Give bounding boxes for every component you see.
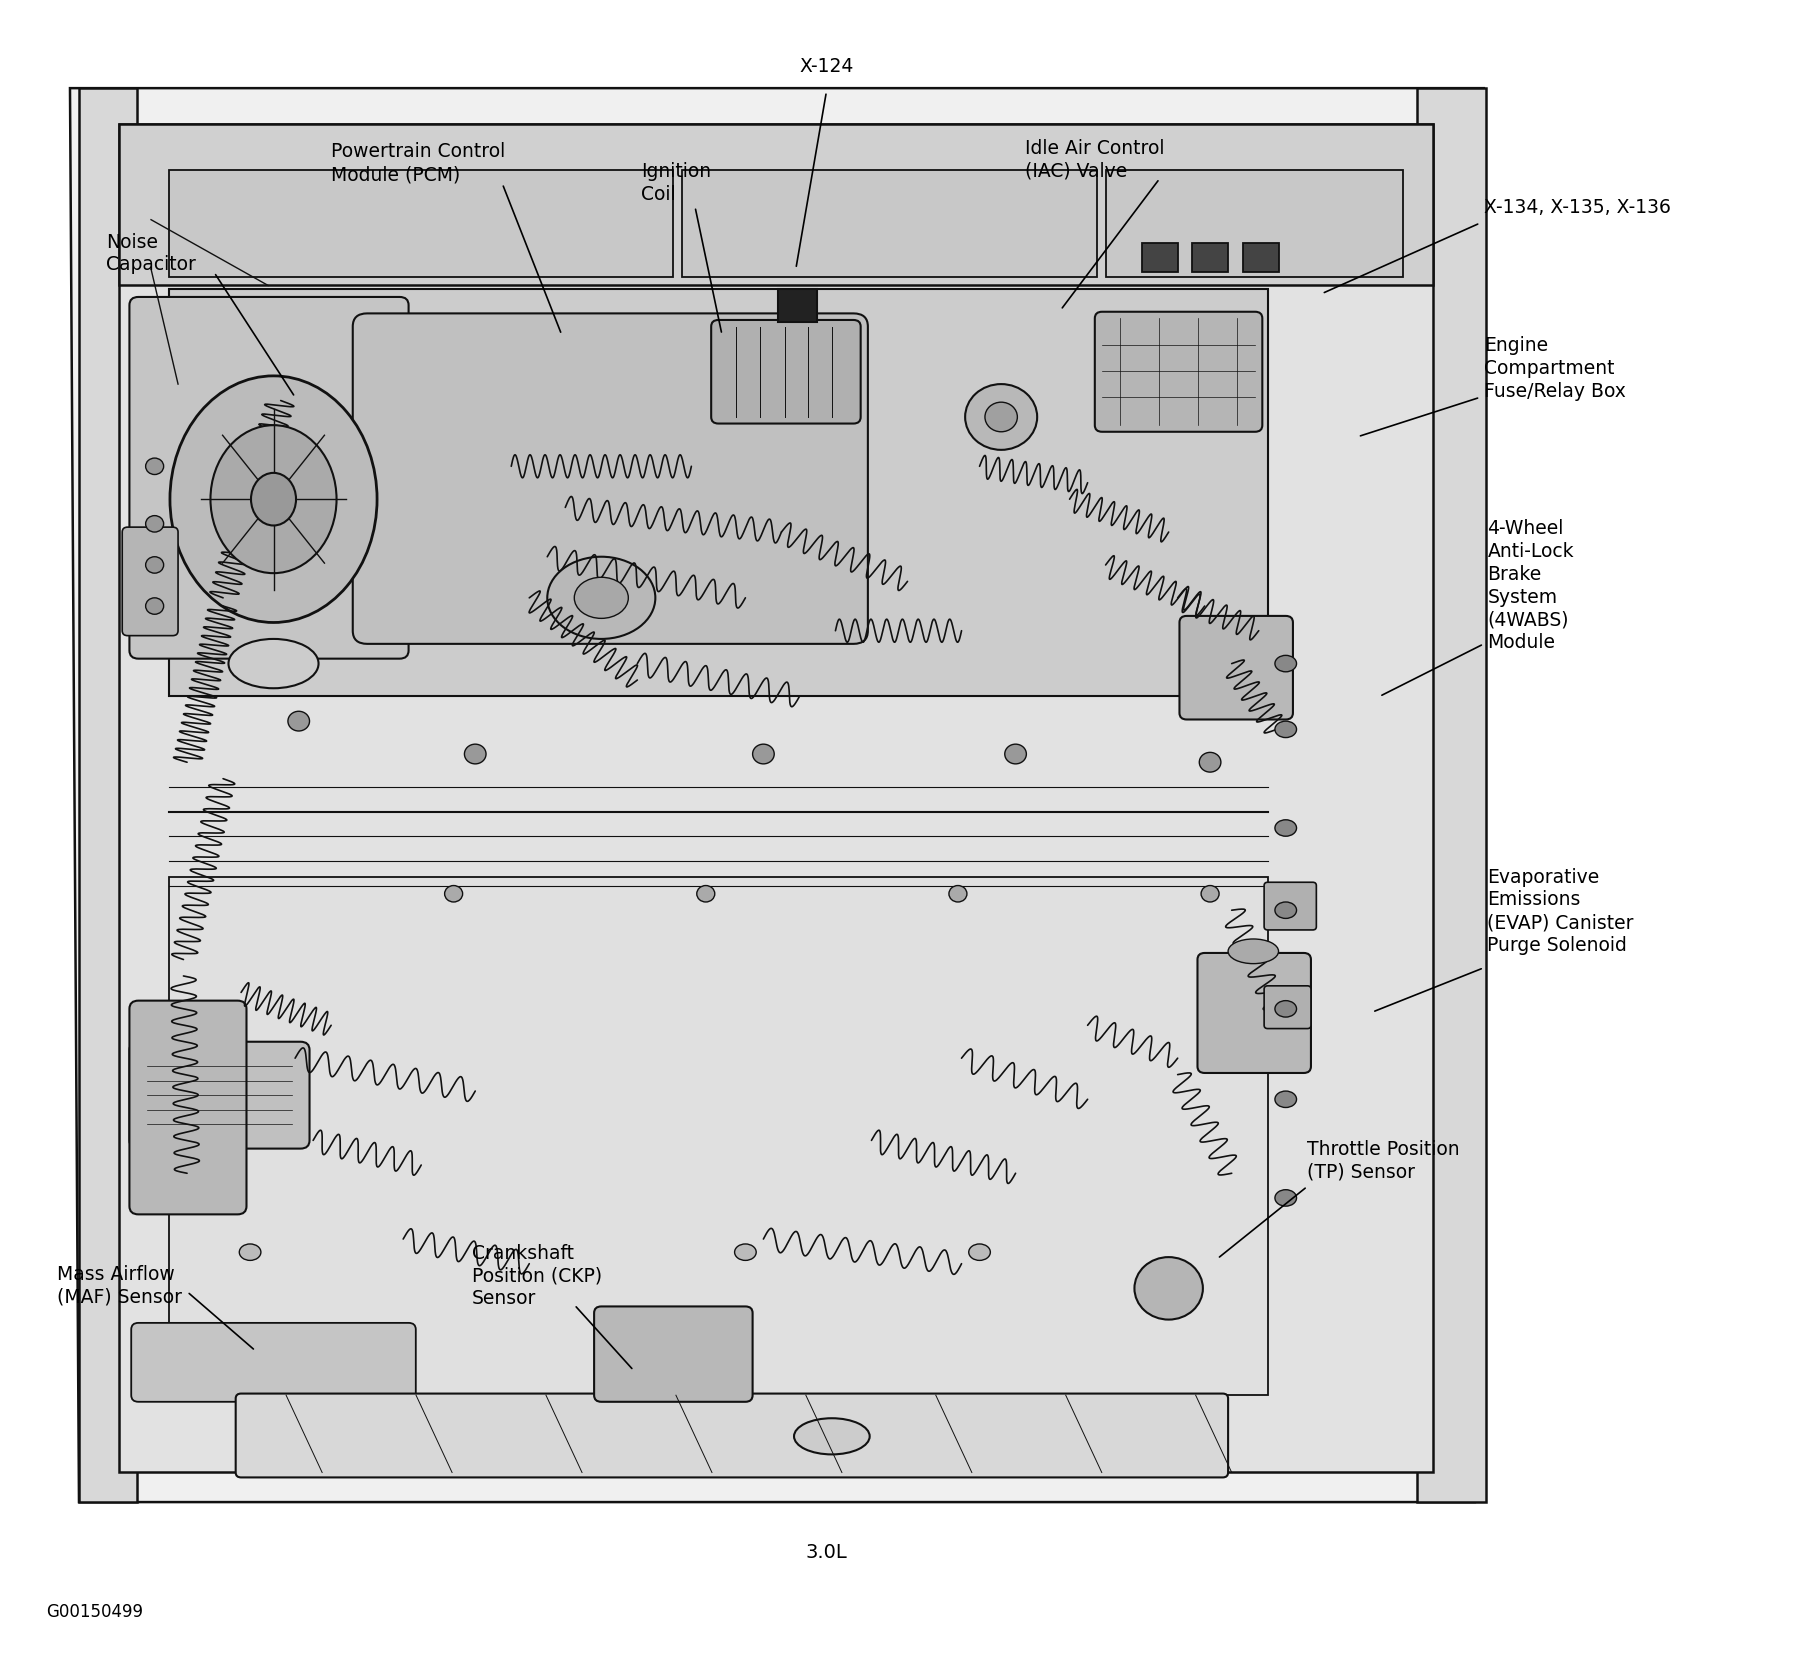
Ellipse shape <box>239 1244 261 1261</box>
FancyBboxPatch shape <box>682 171 1096 278</box>
Ellipse shape <box>573 578 628 620</box>
FancyBboxPatch shape <box>169 171 673 278</box>
Ellipse shape <box>735 1244 756 1261</box>
FancyBboxPatch shape <box>169 290 1266 698</box>
FancyBboxPatch shape <box>778 290 816 323</box>
Ellipse shape <box>949 886 967 903</box>
Ellipse shape <box>1005 744 1025 764</box>
Ellipse shape <box>210 426 336 573</box>
Text: X-134, X-135, X-136: X-134, X-135, X-136 <box>1484 197 1671 217</box>
Ellipse shape <box>145 517 163 534</box>
FancyBboxPatch shape <box>129 1042 310 1148</box>
Text: Evaporative
Emissions
(EVAP) Canister
Purge Solenoid: Evaporative Emissions (EVAP) Canister Pu… <box>1487 867 1633 954</box>
FancyBboxPatch shape <box>1192 244 1228 273</box>
FancyBboxPatch shape <box>129 298 408 659</box>
Ellipse shape <box>1273 1190 1295 1206</box>
FancyBboxPatch shape <box>118 126 1433 1473</box>
FancyBboxPatch shape <box>118 126 1433 287</box>
FancyBboxPatch shape <box>1263 883 1315 930</box>
Ellipse shape <box>969 1244 990 1261</box>
FancyBboxPatch shape <box>1105 171 1402 278</box>
Text: 3.0L: 3.0L <box>805 1543 847 1561</box>
Ellipse shape <box>288 713 310 731</box>
Text: Crankshaft
Position (CKP)
Sensor: Crankshaft Position (CKP) Sensor <box>472 1243 602 1307</box>
Ellipse shape <box>229 640 319 689</box>
FancyBboxPatch shape <box>1197 953 1310 1074</box>
Ellipse shape <box>1273 1092 1295 1109</box>
Ellipse shape <box>1273 722 1295 737</box>
FancyBboxPatch shape <box>352 315 867 645</box>
FancyBboxPatch shape <box>122 529 178 636</box>
Ellipse shape <box>1273 1001 1295 1017</box>
Ellipse shape <box>1199 752 1221 772</box>
Ellipse shape <box>965 384 1036 451</box>
FancyBboxPatch shape <box>80 89 136 1503</box>
FancyBboxPatch shape <box>1179 616 1292 721</box>
FancyBboxPatch shape <box>1417 89 1486 1503</box>
FancyBboxPatch shape <box>593 1307 753 1402</box>
Text: Ignition
Coil: Ignition Coil <box>640 162 711 204</box>
FancyBboxPatch shape <box>1263 986 1310 1029</box>
Polygon shape <box>71 89 1484 1503</box>
Ellipse shape <box>1201 886 1219 903</box>
Ellipse shape <box>145 459 163 476</box>
FancyBboxPatch shape <box>1141 244 1177 273</box>
Text: G00150499: G00150499 <box>47 1602 143 1621</box>
Ellipse shape <box>444 886 463 903</box>
Ellipse shape <box>1273 903 1295 920</box>
Ellipse shape <box>1228 940 1277 964</box>
FancyBboxPatch shape <box>131 1322 415 1402</box>
Text: Idle Air Control
(IAC) Valve: Idle Air Control (IAC) Valve <box>1025 139 1163 181</box>
Ellipse shape <box>985 403 1018 432</box>
Ellipse shape <box>171 376 377 623</box>
Text: X-124: X-124 <box>798 56 853 76</box>
FancyBboxPatch shape <box>236 1394 1228 1478</box>
FancyBboxPatch shape <box>129 1001 247 1215</box>
Ellipse shape <box>1134 1258 1203 1319</box>
Text: Powertrain Control
Module (PCM): Powertrain Control Module (PCM) <box>330 143 504 184</box>
Text: Mass Airflow
(MAF) Sensor: Mass Airflow (MAF) Sensor <box>58 1264 181 1306</box>
FancyBboxPatch shape <box>711 321 860 424</box>
Ellipse shape <box>753 744 775 764</box>
Text: Noise
Capacitor: Noise Capacitor <box>105 232 196 275</box>
FancyBboxPatch shape <box>1094 313 1261 432</box>
Ellipse shape <box>145 557 163 573</box>
FancyBboxPatch shape <box>169 878 1266 1395</box>
Ellipse shape <box>250 474 296 527</box>
Text: Engine
Compartment
Fuse/Relay Box: Engine Compartment Fuse/Relay Box <box>1484 336 1625 401</box>
Ellipse shape <box>1273 820 1295 837</box>
Ellipse shape <box>793 1418 869 1455</box>
FancyBboxPatch shape <box>1243 244 1277 273</box>
Ellipse shape <box>464 744 486 764</box>
Ellipse shape <box>548 557 655 640</box>
Text: 4-Wheel
Anti-Lock
Brake
System
(4WABS)
Module: 4-Wheel Anti-Lock Brake System (4WABS) M… <box>1487 519 1573 651</box>
Ellipse shape <box>697 886 715 903</box>
Text: Throttle Position
(TP) Sensor: Throttle Position (TP) Sensor <box>1306 1140 1458 1181</box>
Ellipse shape <box>145 598 163 615</box>
Ellipse shape <box>1273 656 1295 673</box>
